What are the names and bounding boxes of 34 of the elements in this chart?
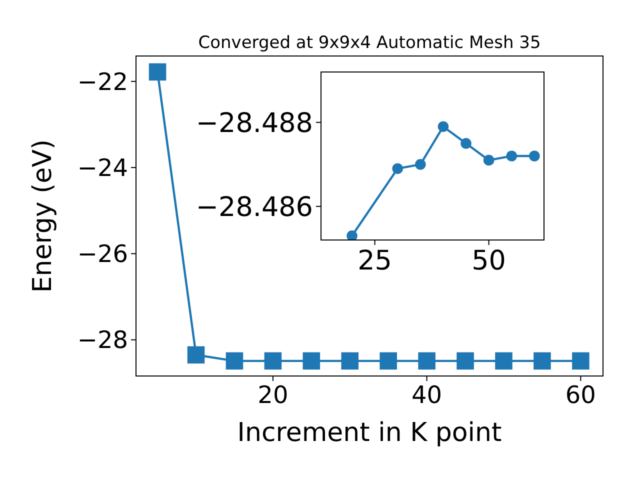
x-tick-label: 60	[565, 381, 596, 410]
point	[392, 163, 404, 174]
point	[529, 150, 540, 162]
y-axis-title: Energy (eV)	[28, 139, 58, 293]
chart-title: Converged at 9x9x4 Automatic Mesh 35	[198, 33, 541, 53]
point	[460, 138, 472, 149]
point	[506, 150, 518, 162]
point	[226, 352, 244, 370]
point	[341, 352, 359, 370]
point	[264, 352, 282, 370]
point	[483, 154, 494, 166]
x-axis-title: Increment in K point	[237, 418, 502, 448]
point	[495, 352, 512, 370]
y-tick-label: −24	[77, 154, 128, 182]
point	[438, 121, 449, 132]
point	[148, 63, 166, 81]
y-tick-label: −26	[77, 240, 128, 268]
point	[418, 352, 436, 370]
point	[380, 352, 397, 370]
point	[346, 230, 358, 240]
y-tick-label: −28	[77, 326, 128, 354]
point	[302, 352, 320, 370]
point	[187, 346, 205, 364]
x-tick-label: 40	[412, 381, 442, 410]
point	[456, 352, 474, 370]
point	[572, 352, 590, 370]
x-tick-label: 50	[472, 246, 506, 277]
y-tick-label: −28.486	[196, 192, 313, 223]
x-tick-label: 20	[258, 381, 288, 410]
point	[534, 352, 551, 370]
point	[415, 159, 426, 170]
x-tick-label: 25	[358, 246, 392, 277]
y-tick-label: −22	[77, 68, 128, 96]
y-tick-label: −28.488	[196, 108, 313, 139]
